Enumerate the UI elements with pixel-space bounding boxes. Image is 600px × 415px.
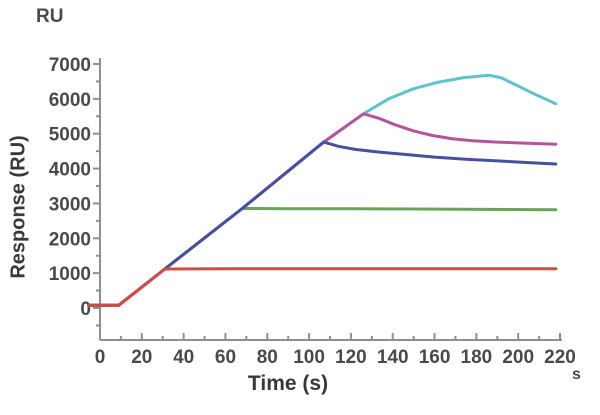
tick-marks bbox=[93, 63, 561, 340]
x-tick-label: 80 bbox=[257, 347, 278, 368]
x-tick-label: 100 bbox=[293, 347, 325, 368]
y-axis-unit-label: RU bbox=[36, 6, 64, 27]
x-tick-label: 0 bbox=[95, 347, 106, 368]
x-axis-unit-label: s bbox=[572, 366, 581, 383]
y-tick-label: 7000 bbox=[49, 55, 91, 76]
cyan-curve-highest-concentration bbox=[88, 73, 558, 307]
y-tick-label: 6000 bbox=[49, 90, 91, 111]
y-tick-label: 1000 bbox=[49, 264, 91, 285]
x-tick-label: 140 bbox=[377, 347, 409, 368]
y-tick-label: 4000 bbox=[49, 160, 91, 181]
x-tick-label: 60 bbox=[215, 347, 236, 368]
x-axis-title: Time (s) bbox=[247, 372, 329, 395]
y-tick-label: 5000 bbox=[49, 125, 91, 146]
x-tick-label: 20 bbox=[131, 347, 152, 368]
series-curves bbox=[88, 73, 558, 307]
x-tick-label: 120 bbox=[335, 347, 367, 368]
x-tick-label: 200 bbox=[502, 347, 534, 368]
y-tick-label: 2000 bbox=[49, 229, 91, 250]
green-curve bbox=[88, 207, 558, 307]
x-tick-label: 160 bbox=[419, 347, 451, 368]
x-tick-label: 220 bbox=[544, 347, 576, 368]
x-tick-label: 40 bbox=[173, 347, 194, 368]
y-tick-label: 0 bbox=[80, 299, 91, 320]
axis-lines bbox=[99, 58, 562, 341]
blue-curve bbox=[88, 140, 558, 307]
x-tick-label: 180 bbox=[461, 347, 493, 368]
tick-labels: 0 1000 2000 3000 4000 5000 6000 7000 0 20 40 60 80 10… bbox=[49, 55, 576, 368]
y-tick-label: 3000 bbox=[49, 194, 91, 215]
axes bbox=[99, 58, 562, 341]
red-curve-lowest-concentration bbox=[88, 267, 558, 307]
y-axis-title: Response (RU) bbox=[7, 135, 30, 279]
